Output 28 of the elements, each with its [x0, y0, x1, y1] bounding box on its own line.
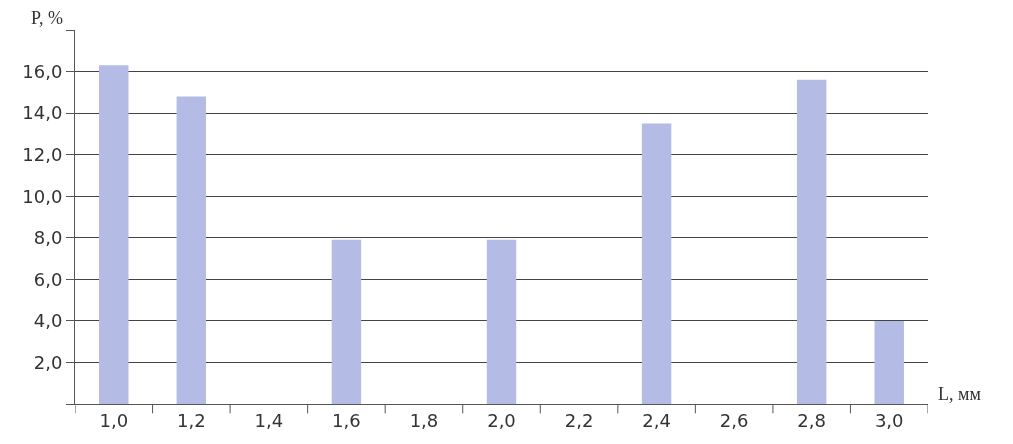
y-tick-label: 2,0: [33, 351, 63, 373]
x-tick-label: 1,6: [332, 409, 361, 431]
y-tick-label: 4,0: [33, 310, 63, 332]
x-tick-label: 2,8: [797, 409, 826, 431]
x-tick-label: 2,0: [487, 409, 516, 431]
x-tick-label: 3,0: [874, 409, 904, 431]
x-tick-label: 2,6: [719, 409, 749, 431]
y-tick-label: 6,0: [33, 268, 63, 290]
y-tick-label: 10,0: [22, 185, 63, 207]
x-tick-label: 1,0: [99, 409, 129, 431]
x-tick-label: 1,4: [254, 409, 284, 431]
x-tick-label: 2,4: [642, 409, 671, 431]
x-axis-title: L, мм: [938, 384, 981, 404]
bar: [874, 320, 904, 404]
y-tick-label: 16,0: [22, 60, 63, 82]
x-tick-label: 1,8: [409, 409, 439, 431]
y-axis-title: P, %: [31, 8, 64, 28]
y-tick-label: 14,0: [22, 102, 63, 124]
bar: [796, 79, 827, 404]
bar: [486, 239, 517, 404]
bar: [641, 123, 672, 404]
x-tick-label: 1,2: [177, 409, 206, 431]
y-tick-label: 12,0: [22, 143, 63, 165]
bar: [331, 239, 362, 404]
y-tick-label: 8,0: [33, 227, 63, 249]
x-tick-label: 2,2: [564, 409, 594, 431]
bar: [99, 65, 129, 404]
bar: [176, 96, 207, 404]
